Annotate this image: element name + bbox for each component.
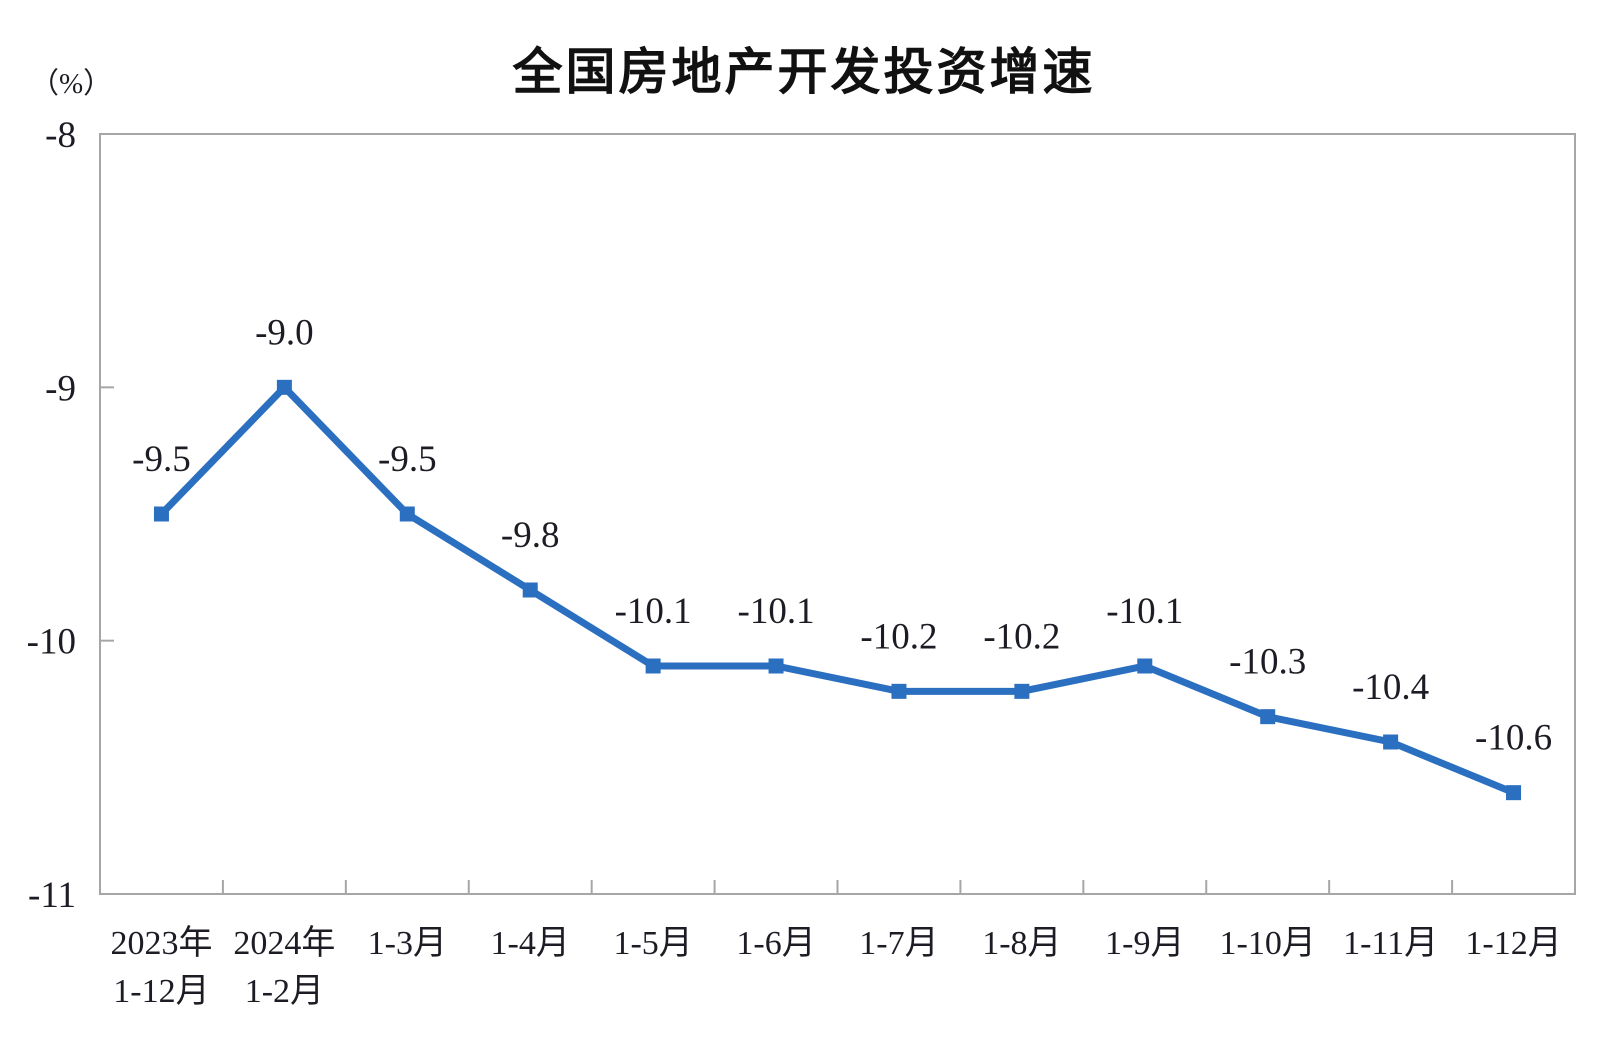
data-point-marker [399, 506, 415, 522]
data-point-marker [1383, 734, 1399, 750]
y-tick-label: -8 [45, 115, 76, 156]
x-axis-label: 1-4月 [491, 925, 570, 962]
x-axis-label: 2023年 1-12月 [110, 924, 212, 1010]
data-point-marker [891, 683, 907, 699]
y-tick-label: -11 [28, 875, 76, 916]
data-label: -10.1 [1106, 591, 1183, 632]
x-axis-label: 1-7月 [859, 925, 938, 962]
x-axis-label: 1-11月 [1343, 925, 1438, 962]
plot-border [99, 133, 1576, 895]
x-axis-label: 1-12月 [1465, 925, 1561, 962]
data-label: -9.8 [501, 515, 560, 556]
x-axis-label: 1-8月 [982, 925, 1061, 962]
data-point-marker [522, 582, 538, 598]
x-axis-label: 1-10月 [1220, 925, 1316, 962]
x-axis-label: 2024年 1-2月 [233, 924, 335, 1010]
x-axis-label: 1-9月 [1105, 925, 1184, 962]
y-axis-unit-label: （%） [30, 68, 113, 100]
y-tick-label: -10 [27, 622, 76, 663]
data-point-marker [1014, 683, 1030, 699]
data-label: -10.4 [1352, 667, 1429, 708]
data-point-marker [276, 379, 292, 395]
data-point-marker [645, 658, 661, 674]
data-point-marker [1137, 658, 1153, 674]
data-label: -9.5 [132, 439, 191, 480]
data-label: -9.5 [378, 439, 437, 480]
data-label: -10.2 [983, 616, 1060, 657]
data-label: -9.0 [255, 312, 314, 353]
x-axis-label: 1-3月 [368, 925, 447, 962]
x-axis-label: 1-5月 [613, 925, 692, 962]
data-point-marker [153, 506, 169, 522]
y-tick-label: -9 [45, 368, 76, 409]
data-label: -10.2 [860, 616, 937, 657]
data-line [158, 382, 1515, 796]
data-point-marker [768, 658, 784, 674]
data-point-marker [1506, 785, 1522, 801]
x-axis-label: 1-6月 [736, 925, 815, 962]
data-label: -10.1 [738, 591, 815, 632]
chart-title: 全国房地产开发投资增速 [512, 44, 1096, 100]
data-label: -10.6 [1475, 718, 1552, 759]
data-label: -10.1 [615, 591, 692, 632]
data-point-marker [1260, 709, 1276, 725]
data-label: -10.3 [1229, 642, 1306, 683]
